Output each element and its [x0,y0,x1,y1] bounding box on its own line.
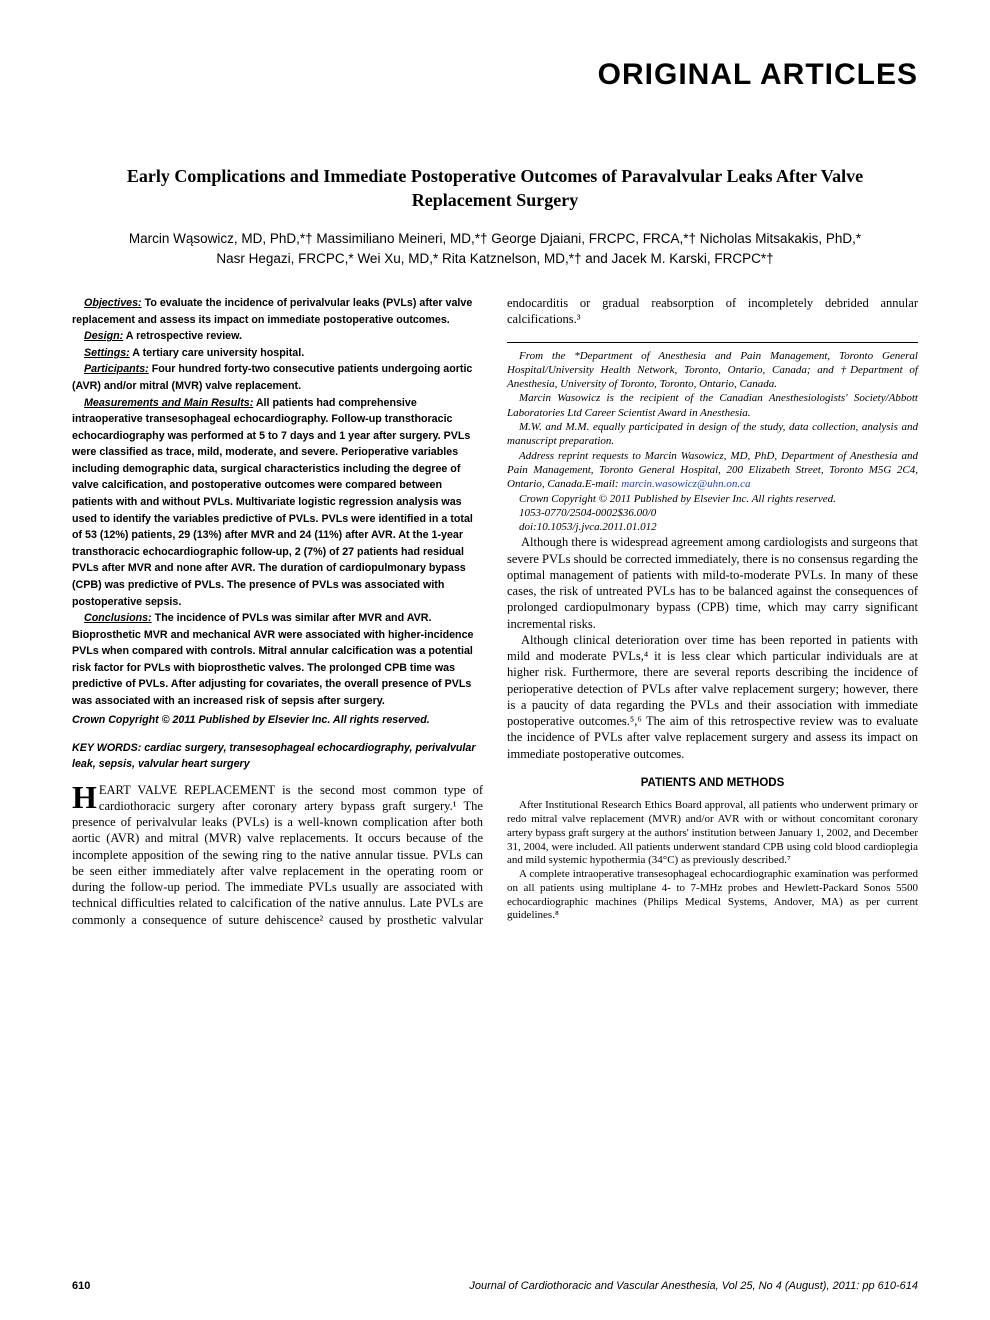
abstract-measurements: Measurements and Main Results: All patie… [72,395,483,611]
conclusions-text: The incidence of PVLs was similar after … [72,612,473,707]
author-list: Marcin Wąsowicz, MD, PhD,*† Massimiliano… [122,229,868,270]
keywords-label: KEY WORDS: [72,742,141,754]
keywords-block: KEY WORDS: cardiac surgery, transesophag… [72,740,483,772]
measurements-text: All patients had comprehensive intraoper… [72,397,473,608]
footnote-doi: doi:10.1053/j.jvca.2011.01.012 [507,520,918,534]
measurements-label: Measurements and Main Results: [84,397,253,409]
abstract-objectives: Objectives: To evaluate the incidence of… [72,295,483,328]
methods-p2: A complete intraoperative transesophagea… [507,868,918,923]
abstract-participants: Participants: Four hundred forty-two con… [72,361,483,394]
footnote-reprint: Address reprint requests to Marcin Wasow… [507,449,918,492]
methods-p1: After Institutional Research Ethics Boar… [507,799,918,868]
footnote-copyright: Crown Copyright © 2011 Published by Else… [507,492,918,506]
footnotes-block: From the *Department of Anesthesia and P… [507,342,918,535]
design-text: A retrospective review. [123,330,242,342]
methods-block: After Institutional Research Ethics Boar… [507,799,918,923]
settings-text: A tertiary care university hospital. [130,347,304,359]
journal-reference: Journal of Cardiothoracic and Vascular A… [469,1280,918,1292]
footnote-issn: 1053-0770/2504-0002$36.00/0 [507,506,918,520]
two-column-content: Objectives: To evaluate the incidence of… [72,295,918,928]
body-text-cont: Although there is widespread agreement a… [507,534,918,762]
footnote-affiliation: From the *Department of Anesthesia and P… [507,349,918,392]
section-header: ORIGINAL ARTICLES [72,58,918,92]
body-p2: Although there is widespread agreement a… [507,534,918,632]
body-p1-lead: EART VALVE REPLACEMENT [99,783,275,797]
page-footer: 610 Journal of Cardiothoracic and Vascul… [72,1280,918,1292]
abstract-block: Objectives: To evaluate the incidence of… [72,295,483,709]
objectives-label: Objectives: [84,297,142,309]
design-label: Design: [84,330,123,342]
conclusions-label: Conclusions: [84,612,152,624]
footnote-award: Marcin Wasowicz is the recipient of the … [507,391,918,420]
footnote-email[interactable]: marcin.wasowicz@uhn.on.ca [621,478,750,490]
abstract-conclusions: Conclusions: The incidence of PVLs was s… [72,610,483,709]
page-number: 610 [72,1280,90,1292]
footnote-contribution: M.W. and M.M. equally participated in de… [507,420,918,449]
article-title: Early Complications and Immediate Postop… [102,164,888,213]
abstract-copyright: Crown Copyright © 2011 Published by Else… [72,712,483,728]
body-p3: Although clinical deterioration over tim… [507,632,918,762]
participants-label: Participants: [84,363,149,375]
abstract-design: Design: A retrospective review. [72,328,483,345]
settings-label: Settings: [84,347,130,359]
methods-heading: PATIENTS AND METHODS [507,776,918,792]
dropcap: H [72,782,99,811]
abstract-settings: Settings: A tertiary care university hos… [72,345,483,362]
